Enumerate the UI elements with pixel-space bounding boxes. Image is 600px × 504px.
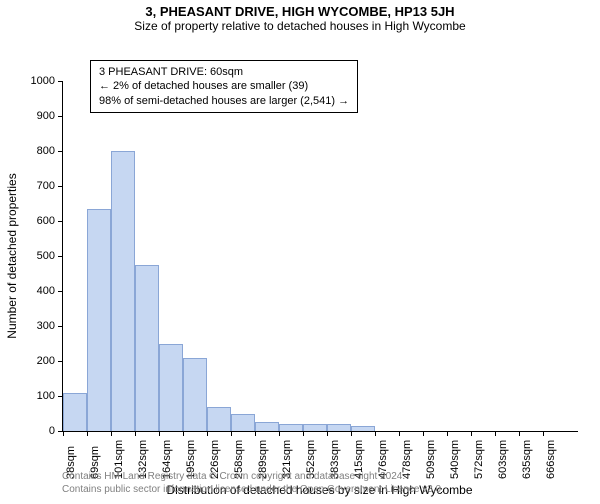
histogram-bar	[327, 424, 351, 431]
x-tick-mark	[231, 431, 232, 436]
x-tick-label: 540sqm	[449, 440, 461, 479]
histogram-bar	[159, 344, 183, 432]
histogram-bar	[111, 151, 135, 431]
x-tick-mark	[87, 431, 88, 436]
info-line-2: ← 2% of detached houses are smaller (39)	[99, 79, 349, 93]
x-tick-mark	[399, 431, 400, 436]
y-axis-label: Number of detached properties	[5, 173, 19, 338]
x-tick-mark	[111, 431, 112, 436]
y-tick-label: 500	[37, 250, 63, 262]
x-tick-mark	[519, 431, 520, 436]
x-tick-mark	[375, 431, 376, 436]
y-tick-label: 100	[37, 390, 63, 402]
histogram-bar	[63, 393, 87, 432]
y-tick-label: 800	[37, 145, 63, 157]
footnote-line-1: Contains HM Land Registry data © Crown c…	[62, 470, 444, 483]
y-tick-label: 700	[37, 180, 63, 192]
x-tick-mark	[255, 431, 256, 436]
y-tick-label: 1000	[31, 75, 63, 87]
histogram-bar	[351, 426, 375, 431]
x-tick-mark	[447, 431, 448, 436]
info-box: 3 PHEASANT DRIVE: 60sqm ← 2% of detached…	[90, 60, 358, 113]
page-title: 3, PHEASANT DRIVE, HIGH WYCOMBE, HP13 5J…	[0, 4, 600, 19]
y-tick-label: 300	[37, 320, 63, 332]
x-tick-mark	[183, 431, 184, 436]
y-tick-label: 900	[37, 110, 63, 122]
x-tick-mark	[159, 431, 160, 436]
x-tick-mark	[351, 431, 352, 436]
info-line-3: 98% of semi-detached houses are larger (…	[99, 94, 349, 108]
x-tick-mark	[471, 431, 472, 436]
histogram-bar	[303, 424, 327, 431]
x-tick-mark	[303, 431, 304, 436]
page-subtitle: Size of property relative to detached ho…	[0, 19, 600, 33]
histogram-bar	[207, 407, 231, 432]
histogram-bar	[87, 209, 111, 431]
x-tick-label: 603sqm	[497, 440, 509, 479]
x-tick-label: 572sqm	[473, 440, 485, 479]
x-tick-label: 635sqm	[521, 440, 533, 479]
histogram-bar	[255, 422, 279, 431]
footnote-line-2: Contains public sector information licen…	[62, 483, 444, 496]
x-tick-mark	[279, 431, 280, 436]
x-tick-mark	[135, 431, 136, 436]
y-tick-label: 600	[37, 215, 63, 227]
histogram-bar	[135, 265, 159, 431]
plot-area: 0100200300400500600700800900100038sqm69s…	[62, 81, 578, 432]
x-tick-mark	[63, 431, 64, 436]
x-tick-mark	[543, 431, 544, 436]
y-tick-label: 400	[37, 285, 63, 297]
y-tick-label: 0	[49, 425, 63, 437]
info-line-1: 3 PHEASANT DRIVE: 60sqm	[99, 65, 349, 79]
histogram-bar	[183, 358, 207, 432]
x-tick-label: 666sqm	[545, 440, 557, 479]
histogram-bar	[231, 414, 255, 432]
x-tick-mark	[495, 431, 496, 436]
x-tick-mark	[207, 431, 208, 436]
histogram-bar	[279, 424, 303, 431]
x-tick-mark	[423, 431, 424, 436]
y-tick-label: 200	[37, 355, 63, 367]
footnote: Contains HM Land Registry data © Crown c…	[62, 470, 444, 496]
x-tick-mark	[327, 431, 328, 436]
